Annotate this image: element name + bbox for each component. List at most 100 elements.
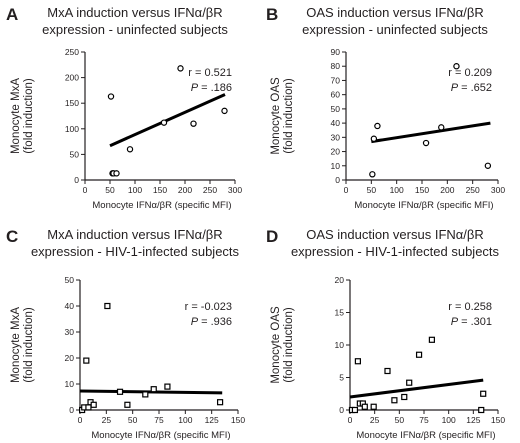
x-tick-label: 0 (348, 415, 353, 425)
y-tick-label: 30 (331, 132, 341, 142)
chart-title-line: expression - uninfected subjects (302, 22, 488, 37)
p-value: P = .652 (451, 82, 492, 94)
panel-letter: A (6, 5, 18, 24)
p-value-number: = .652 (458, 82, 492, 94)
p-value-symbol: P (451, 316, 459, 328)
x-tick-label: 25 (370, 415, 380, 425)
data-point (190, 120, 197, 127)
y-axis-label-line: (fold induction) (283, 307, 295, 383)
chart-svg: C MxA induction versus IFNα/βR expression … (6, 227, 245, 441)
correlation-r: r = 0.521 (188, 67, 232, 79)
panel-b: B OAS induction versus IFNα/βR expression … (260, 0, 520, 221)
x-axis-label: Monocyte IFNα/βR (specific MFI) (91, 430, 230, 441)
x-tick-label: 150 (415, 185, 429, 195)
x-tick-label: 50 (367, 185, 377, 195)
x-tick-label: 50 (128, 415, 138, 425)
correlation-r: r = -0.023 (185, 301, 232, 313)
y-tick-label: 10 (331, 161, 341, 171)
data-point (415, 351, 423, 358)
panel-d: D OAS induction versus IFNα/βR expression … (260, 222, 520, 443)
x-tick-label: 50 (395, 415, 405, 425)
y-tick-label: 150 (65, 98, 79, 108)
y-tick-label: 60 (331, 90, 341, 100)
y-tick-label: 50 (65, 275, 75, 285)
data-point (361, 403, 368, 410)
data-point (480, 390, 487, 397)
regression-line (109, 93, 226, 148)
x-tick-label: 200 (440, 185, 454, 195)
data-point (484, 162, 492, 169)
x-tick-label: 0 (78, 415, 83, 425)
data-point (401, 393, 408, 401)
data-point (354, 358, 361, 365)
y-tick-label: 10 (335, 340, 345, 350)
y-tick-label: 50 (331, 104, 341, 114)
x-tick-label: 0 (83, 185, 88, 195)
y-tick-label: 0 (339, 405, 344, 415)
data-point (104, 302, 111, 310)
y-tick-label: 0 (74, 175, 79, 185)
p-value-symbol: P (451, 82, 459, 94)
y-axis-label-line: Monocyte MxA (10, 307, 22, 383)
data-point (422, 139, 430, 147)
x-tick-label: 125 (205, 415, 219, 425)
x-tick-label: 75 (419, 415, 429, 425)
y-tick-label: 40 (65, 301, 75, 311)
data-point (177, 65, 184, 72)
chart-title-line: OAS induction versus IFNα/βR (306, 227, 484, 242)
correlation-r: r = 0.209 (448, 67, 492, 79)
x-tick-label: 150 (491, 415, 505, 425)
x-tick-label: 300 (228, 185, 242, 195)
y-axis-label-line: (fold induction) (283, 78, 295, 154)
data-point (438, 124, 445, 131)
y-tick-label: 20 (331, 147, 341, 157)
y-tick-label: 200 (65, 73, 79, 83)
data-point (370, 135, 378, 142)
data-point (370, 403, 377, 410)
panel-a: A MxA induction versus IFNα/βR expression … (0, 0, 260, 221)
x-axis-label: Monocyte IFNα/βR (specific MFI) (354, 200, 493, 211)
y-tick-label: 20 (335, 275, 345, 285)
chart-svg: A MxA induction versus IFNα/βR expression … (6, 5, 242, 211)
y-tick-label: 90 (331, 47, 341, 57)
x-tick-label: 200 (178, 185, 192, 195)
data-point (126, 146, 134, 153)
y-tick-label: 100 (65, 124, 79, 134)
data-point (164, 383, 171, 390)
y-tick-label: 80 (331, 61, 341, 71)
y-tick-label: 20 (65, 353, 75, 363)
data-point (90, 401, 97, 408)
x-tick-label: 100 (442, 415, 456, 425)
x-tick-label: 25 (102, 415, 112, 425)
x-tick-label: 100 (178, 415, 192, 425)
panel-c: C MxA induction versus IFNα/βR expression … (0, 222, 260, 443)
data-point (107, 93, 115, 100)
x-tick-label: 50 (105, 185, 115, 195)
data-point (160, 119, 168, 126)
data-point (374, 122, 381, 130)
y-tick-label: 70 (331, 75, 341, 85)
chart-title-line: MxA induction versus IFNα/βR (47, 5, 222, 20)
p-value: P = .186 (191, 82, 232, 94)
x-tick-label: 150 (231, 415, 245, 425)
y-tick-label: 0 (335, 175, 340, 185)
y-axis-label-line: Monocyte MxA (10, 78, 22, 154)
data-point (351, 406, 359, 414)
data-point (150, 386, 157, 393)
y-axis-label-line: Monocyte OAS (270, 77, 282, 155)
data-point (406, 379, 413, 386)
x-tick-label: 75 (154, 415, 164, 425)
y-axis-label-line: (fold induction) (23, 307, 35, 383)
chart-title-line: expression - HIV-1-infected subjects (31, 244, 240, 259)
data-point (384, 367, 391, 375)
data-point (85, 404, 92, 411)
chart-title-line: MxA induction versus IFNα/βR (47, 227, 222, 242)
data-point (369, 171, 376, 178)
x-tick-label: 100 (128, 185, 142, 195)
panel-letter: C (6, 227, 18, 246)
x-tick-label: 0 (344, 185, 349, 195)
regression-line (349, 378, 484, 399)
x-tick-label: 100 (390, 185, 404, 195)
regression-line (371, 121, 491, 144)
data-point (142, 391, 149, 398)
